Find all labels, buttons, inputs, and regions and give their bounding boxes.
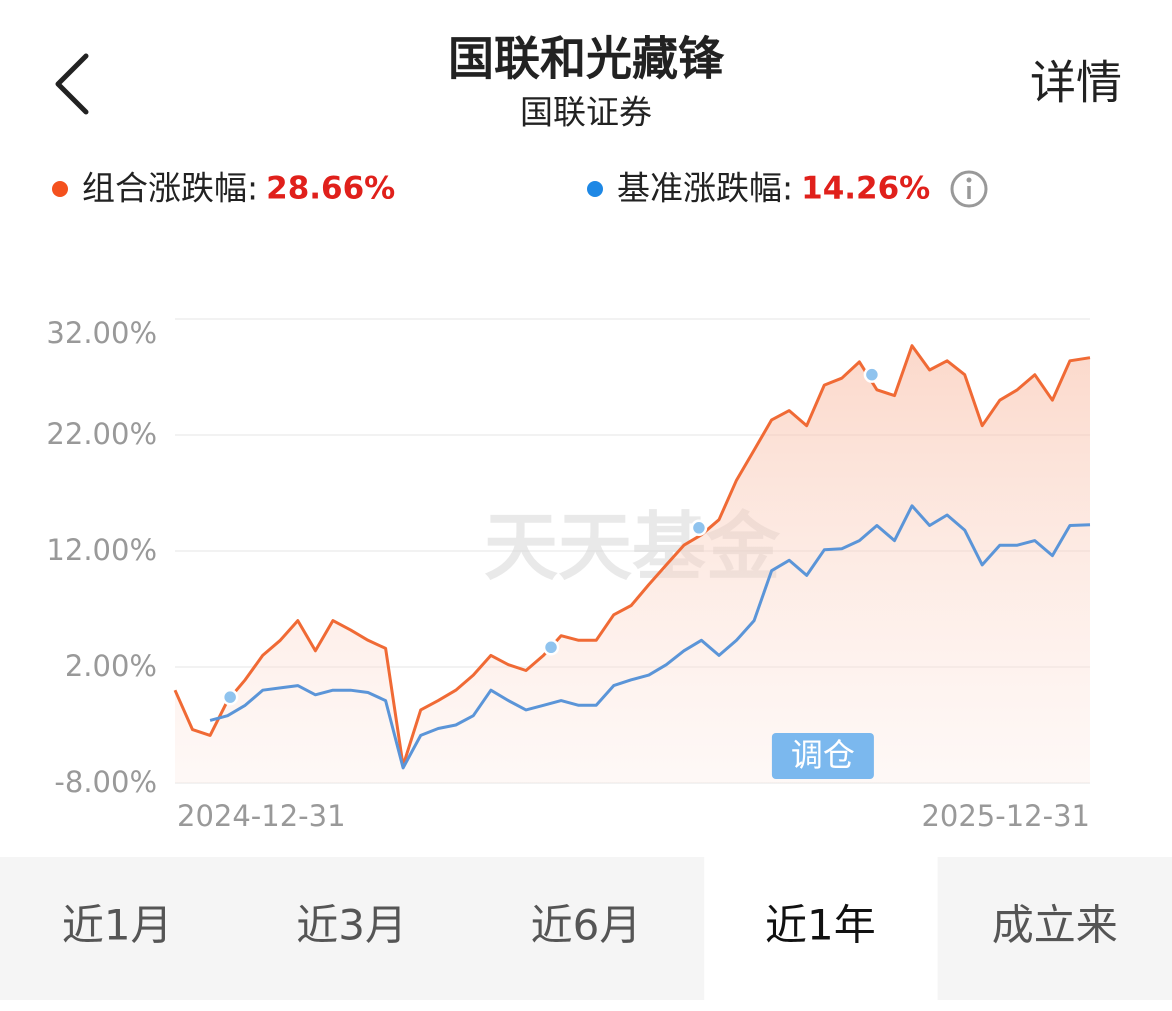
y-tick-label: 12.00% [46,533,157,567]
adjust-marker [863,366,881,383]
summary: 组合涨跌幅: 28.66% 基准涨跌幅: 14.26% [52,169,930,208]
tab[interactable]: 近3月 [296,901,407,950]
adjust-marker [542,639,560,656]
tab-selected-bg [704,857,938,1000]
tab[interactable]: 近1月 [62,901,173,950]
legend-value: 28.66% [266,171,395,207]
back-button[interactable] [55,53,89,115]
chart: 32.00% 22.00% 12.00% 2.00% -8.00% 2024-12-31 2… [46,316,1091,833]
adjust-marker [221,688,239,706]
info-icon[interactable] [950,170,988,208]
y-tick-label: 32.00% [46,316,157,350]
x-tick-label: 2024-12-31 [177,799,346,833]
tabs: 近1月 近3月 近6月 近1年 成立来 [0,857,1172,1000]
subtitle: 国联证券 [520,93,652,132]
tab-bar [0,857,1172,1000]
y-tick-label: 2.00% [65,649,157,683]
legend-label: 组合涨跌幅: [82,169,258,208]
tab[interactable]: 近6月 [531,901,642,950]
tab[interactable]: 近1年 [765,901,876,950]
area [175,345,1090,783]
annotation-label: 调仓 [791,736,855,774]
series-line [209,504,1091,770]
annotation-box [771,733,874,779]
legend-dot [52,181,68,197]
legend-label: 基准涨跌幅: [617,169,793,208]
adjust-marker [690,519,708,537]
x-tick-label: 2025-12-31 [921,799,1090,833]
title: 国联和光藏锋 [448,32,725,86]
series-line [173,344,1091,768]
y-tick-label: -8.00% [54,765,157,799]
tab[interactable]: 成立来 [992,901,1118,950]
legend-dot [587,181,603,197]
legend-value: 14.26% [801,171,930,207]
y-tick-label: 22.00% [46,417,157,451]
detail-button[interactable]: 详情 [1030,56,1122,110]
